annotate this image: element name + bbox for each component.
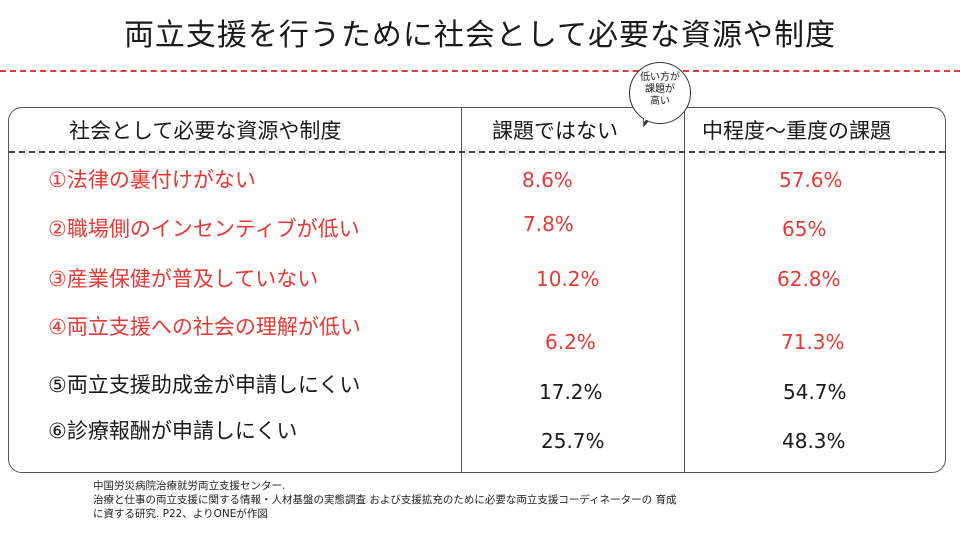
- page-title: 両立支援を行うために社会として必要な資源や制度: [123, 18, 837, 53]
- column-divider: [684, 108, 685, 472]
- row-value-col1: 6.2%: [545, 330, 596, 354]
- header-col2: 中程度〜重度の課題: [702, 119, 891, 143]
- callout-line: 低い方が: [640, 72, 680, 83]
- row-value-col2: 65%: [782, 217, 827, 241]
- row-label: ①法律の裏付けがない: [48, 168, 256, 192]
- row-label: ⑤両立支援助成金が申請しにくい: [48, 373, 361, 397]
- callout-line: 高い: [650, 96, 670, 107]
- row-value-col2: 71.3%: [781, 330, 845, 354]
- row-value-col2: 62.8%: [777, 267, 841, 291]
- title-divider: [0, 70, 960, 72]
- column-divider: [461, 108, 462, 472]
- row-label: ⑥診療報酬が申請しにくい: [48, 419, 298, 443]
- row-value-col1: 7.8%: [523, 212, 574, 236]
- callout-line: 課題が: [645, 84, 675, 95]
- header-col1: 課題ではない: [492, 119, 618, 143]
- row-label: ③産業保健が普及していない: [48, 267, 319, 291]
- row-label: ②職場側のインセンティブが低い: [48, 217, 360, 241]
- source-line: に資する研究. P22、よりONEが作図: [93, 508, 268, 520]
- data-table: 社会として必要な資源や制度 課題ではない 中程度〜重度の課題 ①法律の裏付けがな…: [8, 107, 946, 473]
- row-label: ④両立支援への社会の理解が低い: [48, 315, 361, 339]
- row-value-col2: 57.6%: [779, 168, 843, 192]
- row-value-col2: 48.3%: [782, 429, 846, 453]
- row-value-col2: 54.7%: [783, 380, 847, 404]
- source-line: 中国労災病院治療就労両立支援センター.: [93, 480, 286, 492]
- row-value-col1: 8.6%: [522, 168, 573, 192]
- row-value-col1: 10.2%: [536, 267, 600, 291]
- callout-bubble: 低い方が 課題が 高い: [629, 62, 691, 124]
- source-line: 治療と仕事の両立支援に関する情報・人材基盤の実態調査 および支援拡充のために必要…: [93, 494, 677, 506]
- row-value-col1: 25.7%: [541, 429, 605, 453]
- source-citation: 中国労災病院治療就労両立支援センター. 治療と仕事の両立支援に関する情報・人材基…: [93, 479, 676, 521]
- header-item: 社会として必要な資源や制度: [69, 119, 342, 143]
- row-value-col1: 17.2%: [539, 380, 603, 404]
- header-divider: [9, 151, 945, 153]
